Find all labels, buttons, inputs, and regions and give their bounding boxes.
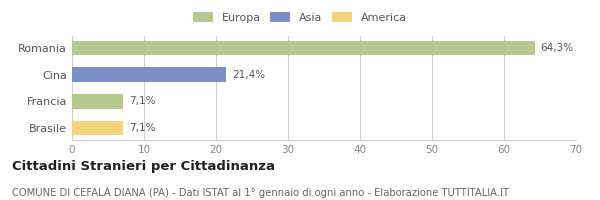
Text: 7,1%: 7,1% [129,123,155,133]
Legend: Europa, Asia, America: Europa, Asia, America [189,8,411,27]
Bar [72,41,535,55]
Bar [72,67,226,82]
Text: COMUNE DI CEFALÀ DIANA (PA) - Dati ISTAT al 1° gennaio di ogni anno - Elaborazio: COMUNE DI CEFALÀ DIANA (PA) - Dati ISTAT… [12,186,509,198]
Text: 7,1%: 7,1% [129,96,155,106]
Bar [72,121,123,135]
Text: 21,4%: 21,4% [232,70,265,80]
Bar [72,94,123,109]
Text: Cittadini Stranieri per Cittadinanza: Cittadini Stranieri per Cittadinanza [12,160,275,173]
Text: 64,3%: 64,3% [541,43,574,53]
